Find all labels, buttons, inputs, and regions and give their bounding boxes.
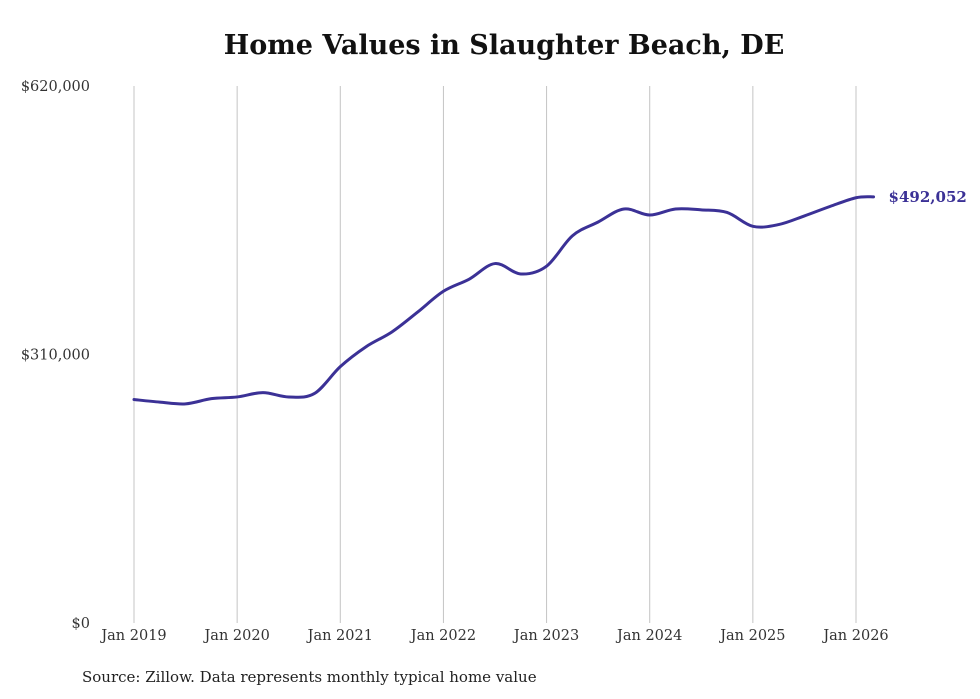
end-value-label: $492,052: [889, 188, 967, 206]
y-tick-label: $0: [72, 616, 90, 632]
x-tick-label: Jan 2023: [512, 628, 579, 644]
x-tick-label: Jan 2021: [306, 628, 373, 644]
y-tick-label: $620,000: [21, 79, 90, 95]
x-tick-label: Jan 2022: [409, 628, 476, 644]
source-note: Source: Zillow. Data represents monthly …: [82, 668, 537, 686]
x-tick-label: Jan 2026: [821, 628, 888, 644]
chart-title: Home Values in Slaughter Beach, DE: [223, 30, 785, 61]
series-line: [132, 195, 876, 406]
x-tick-label: Jan 2020: [202, 628, 269, 644]
y-tick-label: $310,000: [21, 348, 90, 364]
x-tick-label: Jan 2024: [615, 628, 682, 644]
x-tick-label: Jan 2019: [99, 628, 166, 644]
x-tick-label: Jan 2025: [718, 628, 785, 644]
